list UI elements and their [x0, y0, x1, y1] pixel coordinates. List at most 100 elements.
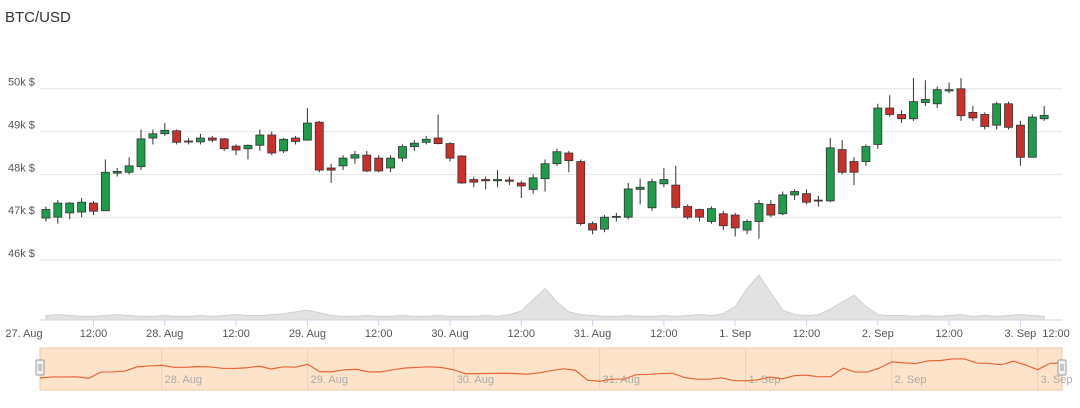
candle-body: [350, 154, 360, 159]
navigator-handle[interactable]: [35, 359, 45, 376]
candle-body: [766, 203, 776, 216]
x-tick-label: 12:00: [935, 328, 963, 340]
x-tick-label: 12:00: [508, 328, 536, 340]
y-tick-label: 50k $: [8, 77, 35, 89]
candle-body: [849, 161, 859, 173]
candle-body: [944, 89, 954, 92]
candle-body: [481, 179, 491, 182]
candle-body: [825, 147, 835, 202]
x-tick-label: 29. Aug: [289, 328, 326, 340]
x-tick-label: 31. Aug: [574, 328, 611, 340]
candle-body: [445, 143, 455, 159]
candle-body: [505, 179, 514, 182]
candle-body: [980, 114, 990, 127]
candle-body: [600, 216, 609, 230]
candle-body: [469, 179, 479, 183]
x-tick-label: 12:00: [365, 328, 393, 340]
candle-body: [695, 209, 704, 218]
candle-body: [112, 171, 122, 174]
candle-body: [184, 140, 193, 143]
candle-body: [398, 146, 407, 159]
navigator-line: [39, 358, 1063, 382]
candle-body: [742, 221, 752, 231]
navigator-label: 30. Aug: [457, 374, 494, 386]
candle-body: [1016, 124, 1025, 158]
candle-body: [897, 114, 906, 120]
candle-body: [528, 177, 538, 190]
candle-body: [837, 149, 847, 173]
candle-body: [564, 152, 574, 162]
candle-body: [267, 134, 277, 154]
candle-body: [778, 194, 788, 215]
candle-body: [659, 179, 669, 185]
candle-body: [647, 181, 657, 209]
navigator-label: 2. Sep: [895, 374, 927, 386]
candle-body: [457, 155, 467, 184]
candle-body: [362, 154, 372, 172]
y-tick-label: 47k $: [8, 205, 35, 217]
candle-body: [932, 89, 942, 105]
candle-body: [956, 88, 966, 117]
candle-body: [718, 213, 728, 227]
navigator-label: 3. Sep: [1041, 374, 1073, 386]
candle-body: [207, 137, 217, 141]
candle-body: [730, 214, 740, 229]
candle-body: [920, 99, 930, 103]
candle-body: [968, 111, 978, 119]
candle-body: [1027, 116, 1037, 158]
candle-body: [53, 202, 63, 218]
candle-body: [588, 223, 597, 231]
candle-body: [65, 202, 75, 214]
candle-body: [41, 209, 51, 219]
x-tick-label: 12:00: [650, 328, 678, 340]
x-tick-label: 12:00: [793, 328, 821, 340]
candle-body: [1039, 114, 1049, 120]
x-tick-label: 27. Aug: [5, 328, 42, 340]
candle-body: [255, 134, 265, 146]
candle-body: [813, 199, 823, 202]
y-tick-label: 48k $: [8, 162, 35, 174]
candle-body: [802, 193, 811, 203]
candle-body: [433, 137, 443, 144]
y-tick-label: 49k $: [8, 120, 35, 132]
candle-body: [100, 171, 110, 212]
x-tick-label: 12:00: [80, 328, 108, 340]
candle-body: [124, 165, 134, 173]
candle-body: [516, 182, 526, 187]
chart-title: BTC/USD: [5, 9, 71, 26]
candle-body: [885, 107, 895, 115]
candle-body: [409, 142, 419, 147]
candle-body: [611, 215, 621, 218]
candle-body: [89, 202, 98, 212]
candle-body: [552, 151, 562, 165]
y-tick-label: 46k $: [8, 248, 35, 260]
candle-body: [196, 137, 205, 143]
candle-body: [314, 121, 324, 171]
candle-body: [160, 129, 170, 135]
x-tick-label: 12:00: [222, 328, 250, 340]
candle-body: [421, 138, 431, 143]
x-tick-label: 12:00: [1042, 328, 1070, 340]
candle-body: [279, 138, 289, 152]
candle-body: [790, 191, 800, 196]
candle-body: [873, 107, 883, 145]
navigator-handle[interactable]: [1057, 359, 1067, 376]
volume-area: [45, 274, 1045, 321]
candle-body: [291, 137, 300, 142]
candle-body: [338, 157, 348, 167]
x-tick-label: 28. Aug: [146, 328, 183, 340]
candle-body: [671, 184, 681, 208]
candle-body: [326, 167, 336, 171]
candle-body: [540, 163, 550, 180]
candle-body: [707, 208, 716, 222]
candle-body: [683, 206, 693, 218]
candle-body: [374, 157, 384, 172]
candle-body: [576, 161, 586, 225]
candle-body: [909, 101, 918, 120]
candle-body: [386, 157, 395, 169]
candle-body: [493, 179, 502, 182]
x-tick-label: 1. Sep: [719, 328, 751, 340]
navigator-label: 29. Aug: [311, 374, 348, 386]
x-tick-label: 3. Sep: [1005, 328, 1037, 340]
